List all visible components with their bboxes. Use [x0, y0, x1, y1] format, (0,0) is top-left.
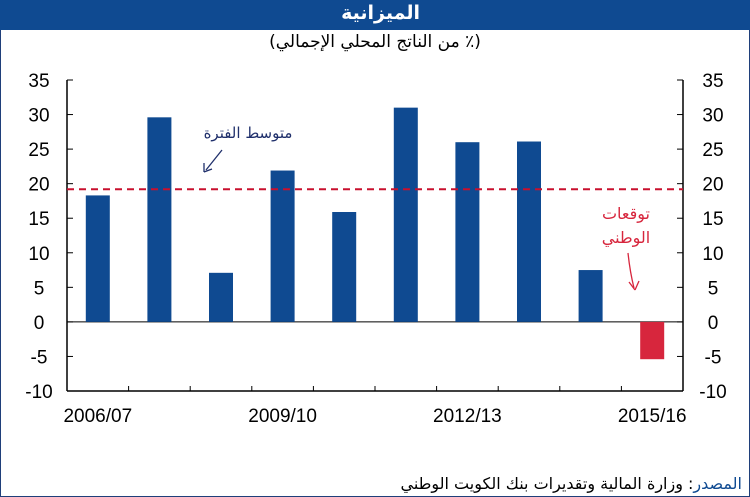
x-tick-label: 2009/10	[248, 406, 317, 427]
y-tick-label-left: 0	[34, 313, 45, 334]
forecast-annotation-line2: الوطني	[602, 228, 650, 248]
bar	[455, 142, 480, 322]
y-tick-label-right: 20	[702, 175, 723, 196]
y-tick-label-right: -10	[699, 382, 726, 403]
title-bar: الميزانية	[0, 0, 750, 30]
forecast-arrow	[627, 252, 635, 289]
y-tick-label-right: 25	[702, 140, 723, 161]
forecast-arrowhead	[628, 280, 640, 291]
bar	[270, 170, 295, 322]
y-tick-label-left: 30	[28, 106, 49, 127]
x-tick-label: 2012/13	[433, 406, 502, 427]
source-label: المصدر	[693, 474, 742, 493]
forecast-annotation-line1: توقعات	[602, 204, 650, 224]
y-tick-label-left: 10	[28, 244, 49, 265]
source-note: المصدر: وزارة المالية وتقديرات بنك الكوي…	[400, 474, 742, 493]
source-text: : وزارة المالية وتقديرات بنك الكويت الوط…	[400, 474, 694, 493]
y-tick-label-left: 15	[28, 209, 49, 230]
y-tick-label-left: 25	[28, 140, 49, 161]
y-tick-label-right: 15	[702, 209, 723, 230]
y-tick-label-left: -10	[25, 382, 52, 403]
forecast-bar	[640, 321, 665, 360]
y-tick-label-right: 5	[708, 278, 719, 299]
average-arrowhead	[203, 163, 213, 173]
y-tick-label-right: 30	[702, 106, 723, 127]
bar	[209, 272, 233, 322]
y-tick-label-right: -5	[705, 347, 722, 368]
y-tick-label-right: 10	[702, 244, 723, 265]
average-annotation: متوسط الفترة	[204, 124, 293, 142]
bar	[517, 141, 541, 322]
bar	[393, 107, 418, 322]
y-tick-label-left: -5	[31, 347, 48, 368]
average-arrow	[205, 149, 223, 171]
y-tick-label-left: 35	[28, 71, 49, 92]
chart-subtitle: (٪ من الناتج المحلي الإجمالي)	[269, 32, 481, 52]
bar	[85, 195, 110, 322]
bar	[578, 270, 603, 322]
x-tick-label: 2006/07	[63, 406, 132, 427]
y-tick-label-right: 35	[702, 71, 723, 92]
y-tick-label-left: 20	[28, 175, 49, 196]
y-tick-label-left: 5	[34, 278, 45, 299]
x-tick-label: 2015/16	[618, 406, 687, 427]
y-tick-label-right: 0	[708, 313, 719, 334]
bar	[147, 117, 172, 322]
page-title: الميزانية	[341, 2, 420, 24]
bar	[332, 212, 357, 322]
